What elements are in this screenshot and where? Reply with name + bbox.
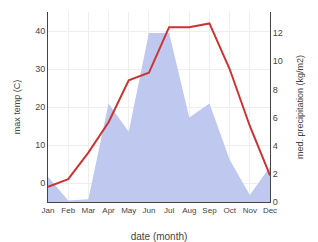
svg-text:10: 10	[35, 140, 45, 150]
svg-text:Jul: Jul	[164, 206, 174, 215]
svg-text:med. precipitation (kg/m2): med. precipitation (kg/m2)	[295, 55, 305, 159]
svg-text:Mar: Mar	[81, 206, 95, 215]
svg-text:0: 0	[273, 197, 278, 207]
svg-text:Feb: Feb	[61, 206, 75, 215]
svg-text:12: 12	[273, 28, 283, 38]
svg-text:Jun: Jun	[142, 206, 155, 215]
svg-text:Aug: Aug	[182, 206, 196, 215]
svg-text:Sep: Sep	[202, 206, 217, 215]
svg-text:max temp (C): max temp (C)	[12, 80, 22, 135]
svg-text:20: 20	[35, 102, 45, 112]
svg-text:Oct: Oct	[223, 206, 236, 215]
svg-text:10: 10	[273, 56, 283, 66]
svg-text:0: 0	[40, 178, 45, 188]
svg-text:Dec: Dec	[263, 206, 277, 215]
svg-text:date (month): date (month)	[131, 231, 188, 242]
svg-text:Nov: Nov	[243, 206, 257, 215]
svg-text:Apr: Apr	[102, 206, 115, 215]
svg-text:6: 6	[273, 113, 278, 123]
svg-text:40: 40	[35, 26, 45, 36]
svg-text:8: 8	[273, 85, 278, 95]
svg-text:May: May	[121, 206, 136, 215]
svg-text:30: 30	[35, 64, 45, 74]
svg-text:4: 4	[273, 141, 278, 151]
svg-text:2: 2	[273, 169, 278, 179]
svg-text:Jan: Jan	[42, 206, 55, 215]
